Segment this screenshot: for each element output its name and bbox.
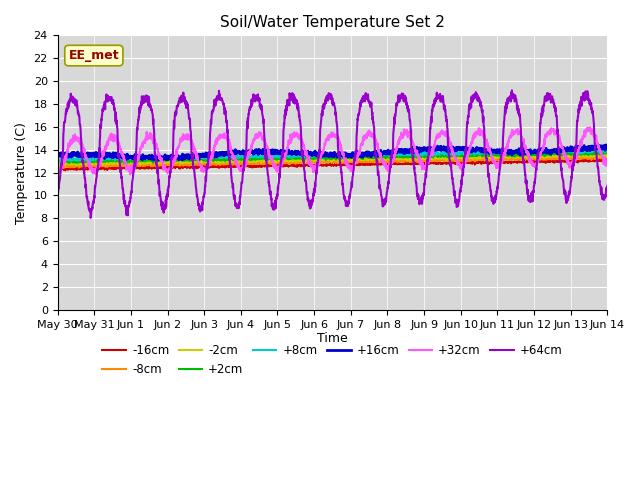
+16cm — [570, 148, 578, 154]
+32cm — [604, 162, 611, 168]
+8cm — [360, 152, 368, 157]
-8cm — [360, 158, 368, 164]
Title: Soil/Water Temperature Set 2: Soil/Water Temperature Set 2 — [220, 15, 445, 30]
+8cm — [54, 156, 61, 162]
-2cm — [54, 162, 61, 168]
+8cm — [349, 152, 356, 158]
+16cm — [603, 142, 611, 148]
+16cm — [349, 150, 356, 156]
Line: +16cm: +16cm — [58, 145, 607, 160]
Line: -16cm: -16cm — [58, 159, 607, 170]
-8cm — [556, 156, 563, 162]
+64cm — [87, 215, 95, 221]
Legend: -16cm, -8cm, -2cm, +2cm, +8cm, +16cm, +32cm, +64cm: -16cm, -8cm, -2cm, +2cm, +8cm, +16cm, +3… — [98, 339, 567, 381]
+64cm — [556, 151, 563, 157]
-2cm — [349, 157, 356, 163]
+2cm — [349, 155, 356, 161]
-2cm — [570, 152, 578, 158]
-2cm — [72, 163, 80, 168]
+2cm — [54, 158, 61, 164]
-16cm — [604, 157, 611, 163]
+32cm — [556, 137, 563, 143]
+8cm — [86, 159, 93, 165]
+8cm — [556, 149, 563, 155]
-8cm — [60, 165, 68, 171]
+2cm — [120, 161, 128, 167]
-8cm — [54, 164, 61, 170]
+64cm — [54, 197, 61, 203]
-16cm — [54, 167, 61, 173]
-16cm — [61, 168, 69, 173]
-16cm — [493, 160, 500, 166]
-2cm — [604, 155, 611, 160]
+8cm — [588, 146, 595, 152]
+32cm — [570, 157, 578, 163]
-8cm — [349, 159, 356, 165]
+8cm — [604, 148, 611, 154]
+8cm — [493, 150, 500, 156]
Line: -2cm: -2cm — [58, 154, 607, 166]
+2cm — [207, 156, 215, 162]
Text: EE_met: EE_met — [68, 49, 119, 62]
-16cm — [556, 157, 563, 163]
+16cm — [54, 152, 61, 158]
-8cm — [207, 162, 215, 168]
+16cm — [360, 152, 368, 157]
+32cm — [349, 164, 356, 170]
-2cm — [493, 156, 500, 161]
-16cm — [582, 156, 589, 162]
+8cm — [570, 149, 578, 155]
+64cm — [349, 174, 356, 180]
+16cm — [493, 150, 500, 156]
+64cm — [493, 192, 500, 198]
+32cm — [54, 164, 61, 170]
+64cm — [508, 87, 516, 93]
-16cm — [570, 158, 578, 164]
Line: +64cm: +64cm — [58, 90, 607, 218]
+64cm — [571, 156, 579, 162]
+2cm — [604, 150, 611, 156]
-8cm — [493, 156, 500, 161]
+32cm — [493, 161, 500, 167]
+16cm — [179, 157, 186, 163]
-2cm — [207, 157, 215, 163]
X-axis label: Time: Time — [317, 332, 348, 345]
+2cm — [493, 152, 500, 158]
+32cm — [586, 125, 594, 131]
-16cm — [349, 162, 356, 168]
-2cm — [580, 151, 588, 156]
+64cm — [207, 121, 215, 127]
Line: +2cm: +2cm — [58, 151, 607, 164]
+64cm — [360, 95, 368, 100]
-16cm — [360, 162, 368, 168]
+32cm — [92, 171, 100, 177]
+32cm — [207, 155, 215, 161]
+16cm — [556, 149, 563, 155]
-8cm — [570, 155, 578, 161]
-2cm — [360, 156, 368, 162]
+16cm — [207, 151, 215, 157]
+2cm — [556, 152, 563, 157]
Line: -8cm: -8cm — [58, 156, 607, 168]
+16cm — [604, 143, 611, 148]
-2cm — [556, 153, 563, 159]
-8cm — [604, 155, 611, 161]
-8cm — [600, 153, 608, 159]
+2cm — [574, 148, 582, 154]
+8cm — [207, 154, 215, 160]
Line: +32cm: +32cm — [58, 128, 607, 174]
Line: +8cm: +8cm — [58, 149, 607, 162]
+32cm — [360, 133, 368, 139]
Y-axis label: Temperature (C): Temperature (C) — [15, 121, 28, 224]
+2cm — [570, 151, 578, 156]
+2cm — [360, 154, 368, 160]
+64cm — [604, 183, 611, 189]
-16cm — [207, 164, 215, 170]
